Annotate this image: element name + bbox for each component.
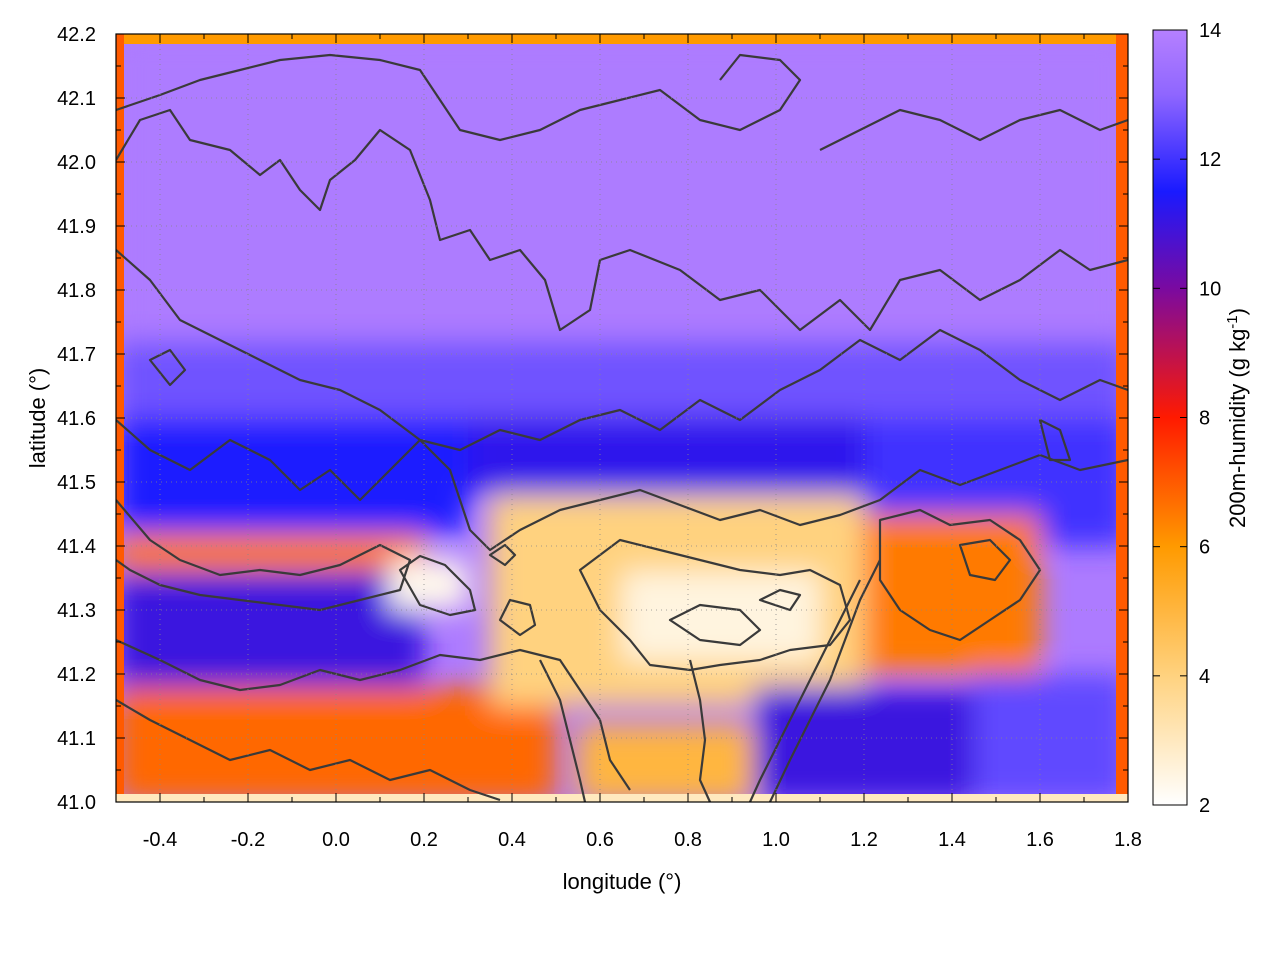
- y-tick-label: 42.2: [57, 24, 96, 46]
- field-region: [388, 558, 468, 610]
- field-region: [116, 571, 424, 687]
- x-tick-label: 1.2: [850, 829, 878, 851]
- y-tick-label: 41.8: [57, 280, 96, 302]
- y-axis-label: latitude (°): [25, 368, 50, 469]
- contour-line: [116, 53, 802, 142]
- x-tick-label: 1.6: [1026, 829, 1054, 851]
- field-region: [116, 341, 1128, 431]
- contour-line: [819, 108, 1128, 151]
- contour-line: [958, 538, 1012, 582]
- x-tick-labels: -0.4 -0.2 0.0 0.2 0.4 0.6 0.8 1.0 1.2 1.4 1.6 1.8: [143, 829, 1142, 851]
- colorbar-tick-label: 10: [1199, 278, 1221, 300]
- field-edge-top: [116, 34, 1128, 44]
- contour-lines: [116, 53, 1128, 802]
- colorbar-tick-label: 12: [1199, 149, 1221, 171]
- x-tick-label: -0.2: [231, 829, 265, 851]
- x-tick-label: 0.2: [410, 829, 438, 851]
- y-tick-labels: 41.0 41.1 41.2 41.3 41.4 41.5 41.6 41.7 41.8 41.9…: [57, 24, 96, 814]
- contour-line: [539, 659, 587, 802]
- y-tick-label: 41.0: [57, 792, 96, 814]
- contour-line: [116, 108, 1128, 332]
- y-tick-label: 41.9: [57, 216, 96, 238]
- y-tick-label: 41.7: [57, 344, 96, 366]
- contour-line: [748, 579, 861, 802]
- colorbar-tick-label: 14: [1199, 20, 1221, 42]
- field-region: [468, 418, 864, 495]
- colorbar-tick-label: 2: [1199, 795, 1210, 817]
- contour-line: [116, 249, 1128, 452]
- contour-line: [758, 588, 802, 612]
- field-region: [116, 34, 1128, 354]
- x-tick-label: 1.8: [1114, 829, 1142, 851]
- axis-ticks: [116, 33, 1129, 803]
- contour-line: [668, 603, 762, 647]
- contour-line: [488, 543, 517, 567]
- colorbar-ticks: [1153, 29, 1187, 806]
- contour-line: [498, 598, 537, 637]
- y-tick-label: 41.1: [57, 728, 96, 750]
- x-tick-label: -0.4: [143, 829, 177, 851]
- colorbar-label: 200m-humidity (g kg-1): [1224, 308, 1250, 528]
- contour-line: [116, 419, 1128, 552]
- x-tick-label: 0.4: [498, 829, 526, 851]
- y-tick-label: 41.3: [57, 600, 96, 622]
- colorbar-label-superscript: -1: [1224, 315, 1241, 328]
- y-tick-label: 41.6: [57, 408, 96, 430]
- contour-line: [769, 559, 881, 802]
- contour-line: [1038, 418, 1072, 462]
- colorbar-tick-label: 6: [1199, 537, 1210, 559]
- colorbar-label-suffix: ): [1225, 308, 1250, 315]
- contour-line: [148, 348, 187, 387]
- x-axis-label: longitude (°): [563, 869, 682, 894]
- field-regions: [116, 34, 1128, 802]
- y-tick-label: 41.4: [57, 536, 96, 558]
- contour-line: [116, 638, 631, 791]
- contour-line: [398, 554, 477, 617]
- x-tick-label: 0.0: [322, 829, 350, 851]
- contour-line: [116, 699, 501, 802]
- field-region: [116, 418, 468, 534]
- x-tick-label: 1.0: [762, 829, 790, 851]
- contour-line: [116, 499, 412, 612]
- field-region: [116, 533, 424, 572]
- colorbar-tick-label: 8: [1199, 408, 1210, 430]
- colorbar-tick-label: 4: [1199, 666, 1210, 688]
- colorbar-tick-labels: 2 4 6 8 10 12 14: [1199, 20, 1221, 817]
- y-tick-label: 41.5: [57, 472, 96, 494]
- x-tick-label: 0.8: [674, 829, 702, 851]
- y-tick-label: 42.1: [57, 88, 96, 110]
- field-edge-bottom: [116, 794, 1128, 802]
- field-region: [622, 571, 820, 662]
- x-tick-label: 1.4: [938, 829, 966, 851]
- y-tick-label: 41.2: [57, 664, 96, 686]
- y-tick-label: 42.0: [57, 152, 96, 174]
- contour-line: [688, 659, 712, 802]
- colorbar-label-main: 200m-humidity (g kg: [1225, 329, 1250, 528]
- x-tick-label: 0.6: [586, 829, 614, 851]
- contour-line: [578, 538, 852, 672]
- contour-line: [878, 508, 1042, 642]
